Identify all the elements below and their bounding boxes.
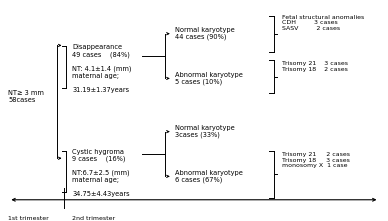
Text: Abnormal karyotype
6 cases (67%): Abnormal karyotype 6 cases (67%) (175, 170, 242, 183)
Text: Normal karyotype
3cases (33%): Normal karyotype 3cases (33%) (175, 125, 234, 138)
Text: NT:6.7±2.5 (mm)
maternal age;

34.75±4.43years: NT:6.7±2.5 (mm) maternal age; 34.75±4.43… (72, 170, 130, 197)
Text: 1st trimester: 1st trimester (9, 216, 49, 221)
Text: Abnormal karyotype
5 cases (10%): Abnormal karyotype 5 cases (10%) (175, 72, 242, 85)
Text: NT≥ 3 mm
58cases: NT≥ 3 mm 58cases (9, 90, 44, 103)
Text: Trisomy 21     2 cases
Trisomy 18     3 cases
monosomy X  1 case: Trisomy 21 2 cases Trisomy 18 3 cases mo… (282, 152, 350, 168)
Text: 2nd trimester: 2nd trimester (72, 216, 115, 221)
Text: Trisomy 21    3 cases
Trisomy 18    2 cases: Trisomy 21 3 cases Trisomy 18 2 cases (282, 61, 348, 72)
Text: Cystic hygroma
9 cases    (16%): Cystic hygroma 9 cases (16%) (72, 149, 126, 162)
Text: NT: 4.1±1.4 (mm)
maternal age;

31.19±1.37years: NT: 4.1±1.4 (mm) maternal age; 31.19±1.3… (72, 66, 132, 93)
Text: Normal karyotype
44 cases (90%): Normal karyotype 44 cases (90%) (175, 27, 234, 40)
Text: Disappearance
49 cases    (84%): Disappearance 49 cases (84%) (72, 44, 130, 58)
Text: Fetal structural anomalies
CDH         3 cases
SASV         2 cases: Fetal structural anomalies CDH 3 cases S… (282, 15, 364, 31)
